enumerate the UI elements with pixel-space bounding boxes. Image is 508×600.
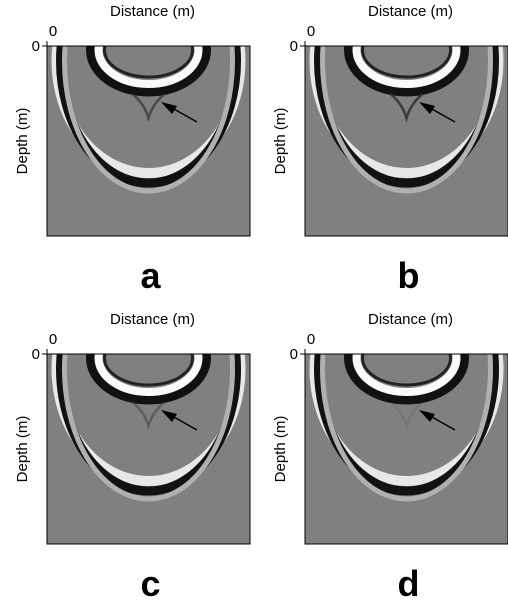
x-axis-label: Distance (m) <box>368 311 453 328</box>
y-tick-label: 0 <box>290 346 298 363</box>
panel-label: a <box>140 255 161 296</box>
y-axis-label: Depth (m) <box>14 416 31 483</box>
panel-label: c <box>140 563 160 600</box>
wavefield-image <box>305 0 508 236</box>
figure: Distance (m)00Depth (m)aDistance (m)00De… <box>0 0 508 600</box>
panel-label: d <box>398 563 420 600</box>
y-axis-label: Depth (m) <box>272 108 289 175</box>
x-tick-label: 0 <box>307 23 315 40</box>
y-axis-label: Depth (m) <box>14 108 31 175</box>
x-tick-label: 0 <box>307 331 315 348</box>
panel-label: b <box>398 255 420 296</box>
x-tick-label: 0 <box>49 331 57 348</box>
x-axis-label: Distance (m) <box>368 3 453 20</box>
y-tick-label: 0 <box>290 38 298 55</box>
x-tick-label: 0 <box>49 23 57 40</box>
y-tick-label: 0 <box>32 346 40 363</box>
y-tick-label: 0 <box>32 38 40 55</box>
x-axis-label: Distance (m) <box>110 311 195 328</box>
y-axis-label: Depth (m) <box>272 416 289 483</box>
x-axis-label: Distance (m) <box>110 3 195 20</box>
wavefield-image <box>47 0 250 236</box>
